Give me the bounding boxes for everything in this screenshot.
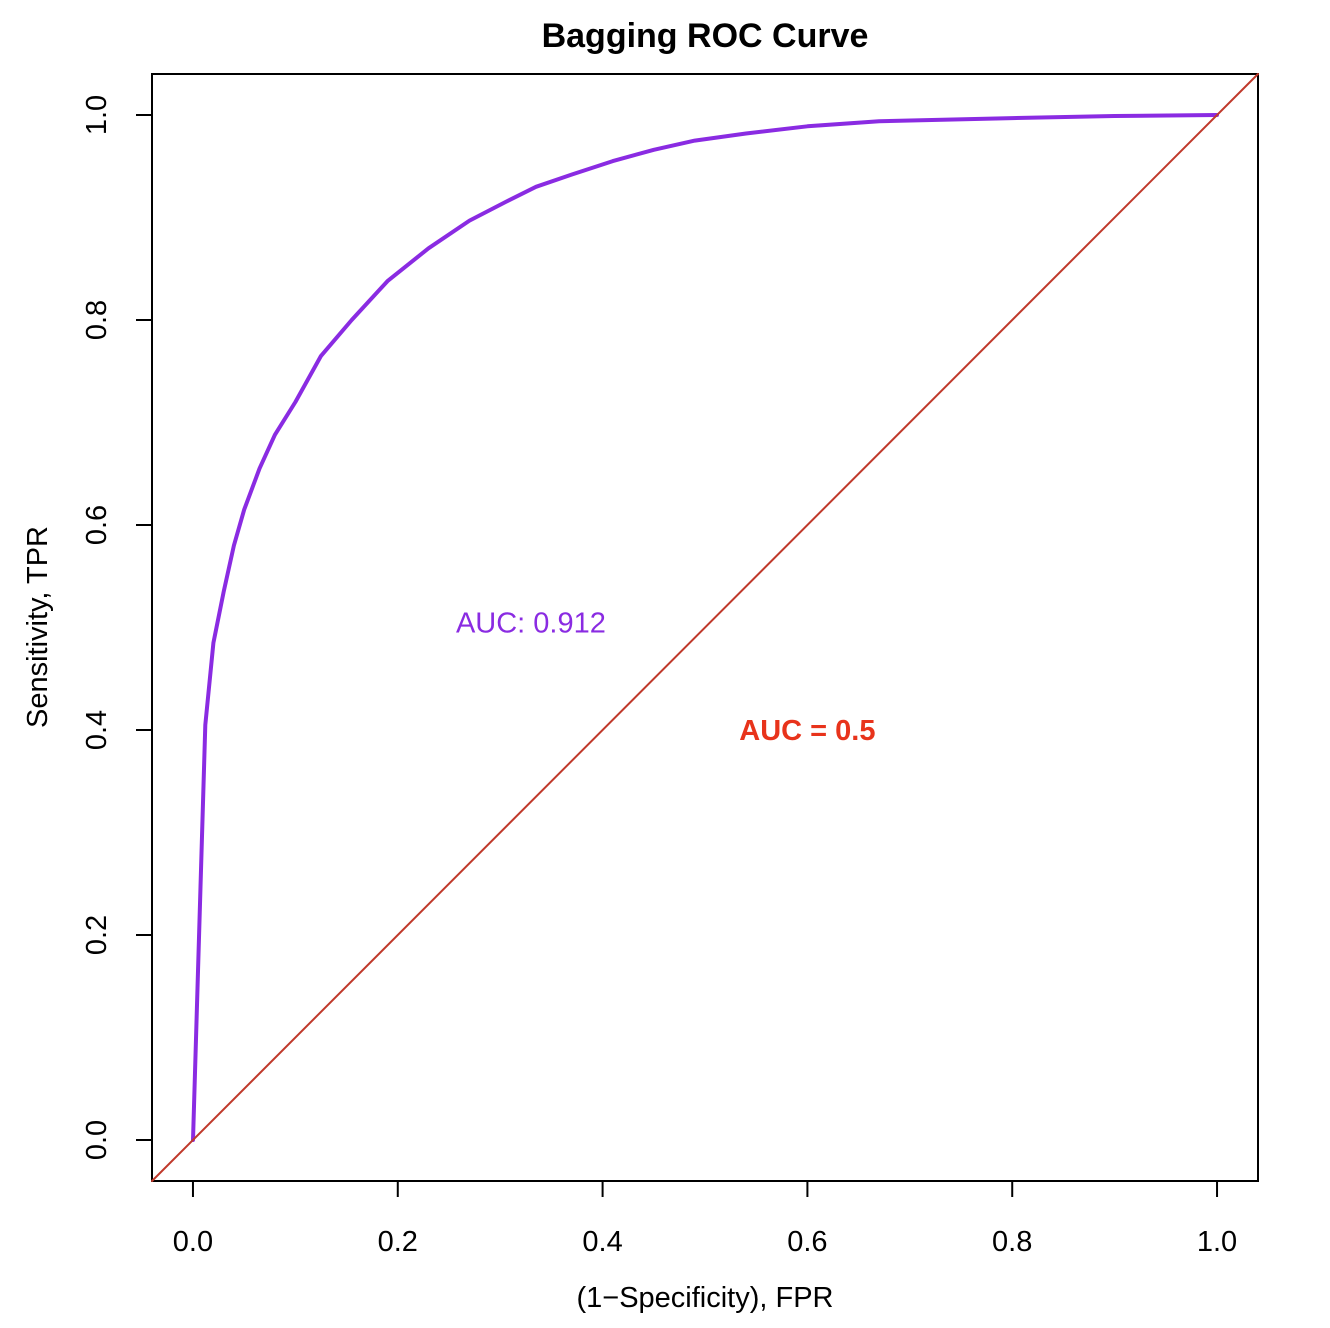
- y-tick-label: 0.0: [81, 1120, 113, 1160]
- x-tick-label: 0.0: [173, 1226, 213, 1258]
- auc-baseline-label: AUC = 0.5: [739, 715, 875, 747]
- auc-model-label: AUC: 0.912: [456, 607, 606, 639]
- x-tick-label: 0.8: [992, 1226, 1032, 1258]
- y-axis: 0.0 0.2 0.4 0.6 0.8 1.0: [81, 95, 153, 1160]
- x-tick-label: 1.0: [1197, 1226, 1237, 1258]
- y-tick-label: 0.6: [81, 505, 113, 545]
- x-tick-label: 0.2: [378, 1226, 418, 1258]
- x-tick-label: 0.4: [582, 1226, 622, 1258]
- reference-diagonal-line: [151, 73, 1259, 1182]
- y-tick-label: 0.2: [81, 915, 113, 955]
- series-layer: [151, 73, 1259, 1182]
- x-axis: 0.0 0.2 0.4 0.6 0.8 1.0: [173, 1180, 1237, 1258]
- y-axis-label: Sensitivity, TPR: [22, 526, 54, 728]
- x-axis-label: (1−Specificity), FPR: [576, 1282, 833, 1314]
- chart-title: Bagging ROC Curve: [542, 17, 869, 55]
- annotation-layer: AUC: 0.912 AUC = 0.5: [456, 607, 876, 747]
- y-tick-label: 0.4: [81, 710, 113, 750]
- y-tick-label: 1.0: [81, 95, 113, 135]
- x-tick-label: 0.6: [787, 1226, 827, 1258]
- y-tick-label: 0.8: [81, 300, 113, 340]
- roc-curve-line: [191, 113, 1219, 1142]
